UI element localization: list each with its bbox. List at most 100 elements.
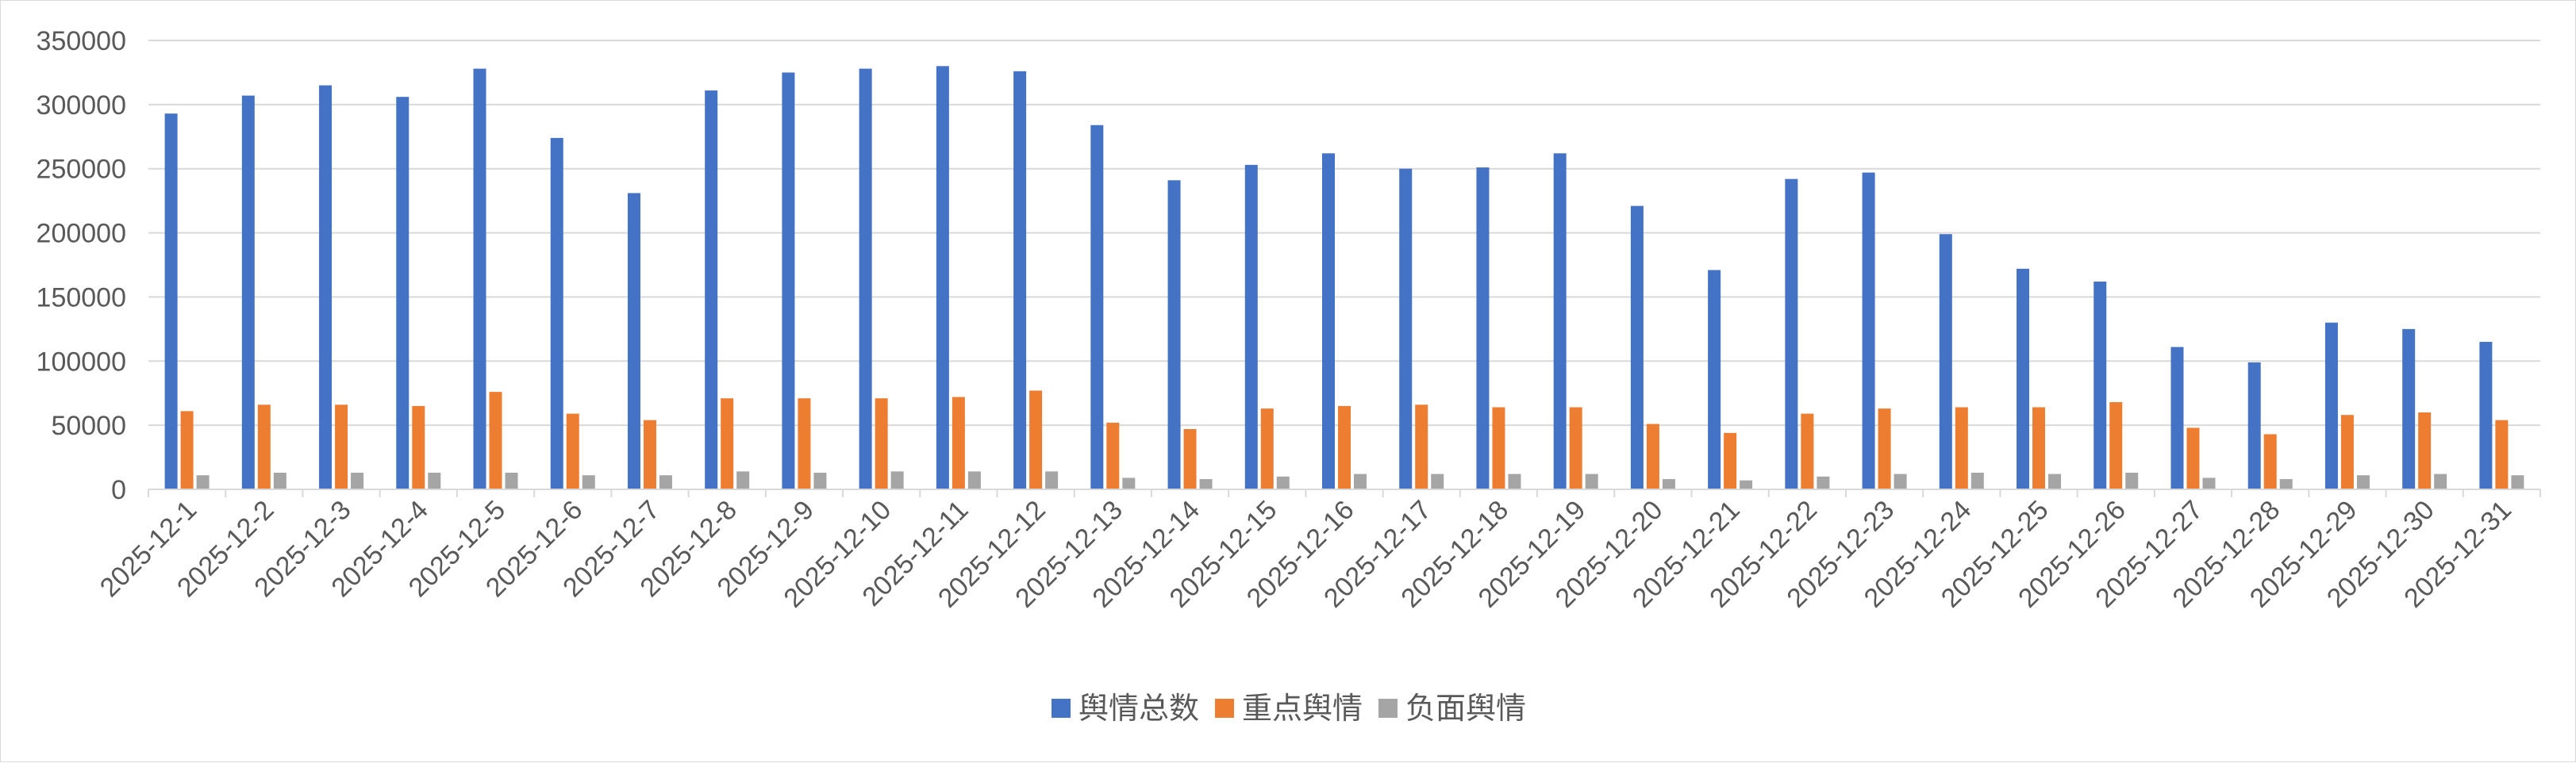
bar-3	[1276, 476, 1290, 489]
bar-3	[1894, 474, 1907, 489]
bar-1	[1553, 153, 1567, 489]
y-tick-label: 0	[111, 475, 126, 505]
bar-1	[2093, 282, 2107, 489]
bar-2	[1801, 413, 1814, 489]
bar-1	[319, 85, 333, 489]
bar-2	[2032, 407, 2046, 489]
bar-1	[2170, 347, 2184, 489]
legend-swatch	[1378, 699, 1398, 718]
bar-1	[1244, 164, 1258, 489]
y-tick-label: 50000	[51, 411, 126, 441]
bar-1	[1939, 234, 1952, 489]
bar-3	[659, 475, 672, 489]
gridlines	[148, 40, 2540, 427]
bar-3	[582, 475, 595, 489]
bar-3	[273, 472, 286, 489]
legend-label: 重点舆情	[1242, 691, 1363, 726]
bar-2	[1569, 407, 1582, 489]
bar-1	[1476, 167, 1490, 489]
bar-3	[813, 472, 827, 489]
bar-3	[2511, 475, 2524, 489]
bar-3	[1045, 471, 1059, 489]
bar-1	[473, 68, 486, 489]
bar-3	[1970, 472, 1984, 489]
bars	[164, 66, 2524, 490]
x-axis-ticks: 2025-12-12025-12-22025-12-32025-12-42025…	[94, 495, 2517, 614]
bar-1	[396, 97, 409, 489]
bar-2	[335, 405, 348, 489]
bar-2	[1106, 422, 1120, 489]
y-tick-label: 150000	[37, 282, 126, 312]
bar-2	[1183, 428, 1197, 489]
bar-1	[859, 68, 872, 489]
legend-label: 舆情总数	[1078, 691, 1199, 726]
bar-1	[550, 137, 563, 489]
bar-2	[257, 405, 271, 489]
bar-1	[705, 90, 718, 489]
bar-1	[936, 66, 949, 490]
bar-2	[180, 411, 194, 489]
bar-3	[351, 472, 364, 489]
bar-3	[2048, 474, 2062, 489]
bar-3	[1662, 479, 1675, 489]
bar-2	[2263, 434, 2277, 489]
bar-2	[875, 398, 888, 489]
bar-2	[1878, 408, 1891, 489]
bar-2	[2418, 412, 2432, 489]
bar-3	[1122, 477, 1136, 489]
legend-swatch	[1215, 699, 1234, 718]
bar-1	[1785, 178, 1798, 489]
bar-3	[890, 471, 904, 489]
bar-2	[1646, 424, 1659, 489]
legend-label: 负面舆情	[1405, 691, 1526, 726]
bar-1	[1399, 168, 1413, 489]
y-tick-label: 300000	[37, 90, 126, 121]
bar-1	[1862, 172, 1875, 489]
bar-3	[196, 475, 210, 489]
y-tick-label: 250000	[37, 155, 126, 185]
y-tick-label: 350000	[37, 26, 126, 56]
bar-2	[566, 413, 579, 489]
bar-3	[2356, 475, 2370, 489]
bar-3	[2279, 479, 2293, 489]
bar-3	[1817, 476, 1830, 489]
bar-2	[2186, 428, 2200, 489]
bar-1	[2017, 268, 2030, 489]
bar-3	[1431, 474, 1444, 489]
bar-1	[2247, 362, 2261, 489]
bar-1	[1090, 125, 1104, 489]
bar-2	[952, 397, 965, 489]
bar-2	[1029, 390, 1043, 489]
bar-2	[1338, 405, 1351, 489]
bar-2	[412, 405, 425, 489]
bar-1	[1630, 205, 1644, 489]
bar-1	[2402, 328, 2416, 489]
bar-2	[489, 392, 502, 489]
bar-2	[1492, 407, 1505, 489]
bar-3	[1740, 480, 1753, 489]
bar-2	[1724, 432, 1737, 489]
bar-3	[2434, 474, 2447, 489]
bar-3	[736, 471, 750, 489]
bar-1	[1708, 270, 1721, 489]
bar-1	[164, 113, 178, 490]
bar-1	[1013, 71, 1027, 490]
bar-1	[241, 95, 255, 489]
bar-3	[1585, 474, 1598, 489]
y-tick-label: 200000	[37, 219, 126, 249]
bar-3	[505, 472, 518, 489]
y-axis-ticks: 0 50000 100000 150000 200000 250000 300000 3500…	[37, 26, 126, 505]
bar-2	[1955, 407, 1968, 489]
x-axis	[148, 489, 2541, 497]
bar-2	[721, 398, 734, 489]
bar-3	[1199, 479, 1213, 489]
bar-3	[1508, 474, 1521, 489]
bar-1	[2479, 342, 2493, 489]
bar-2	[1415, 405, 1428, 489]
bar-2	[2495, 420, 2509, 489]
bar-1	[2324, 322, 2338, 489]
bar-3	[1354, 474, 1367, 489]
bar-3	[967, 471, 981, 489]
